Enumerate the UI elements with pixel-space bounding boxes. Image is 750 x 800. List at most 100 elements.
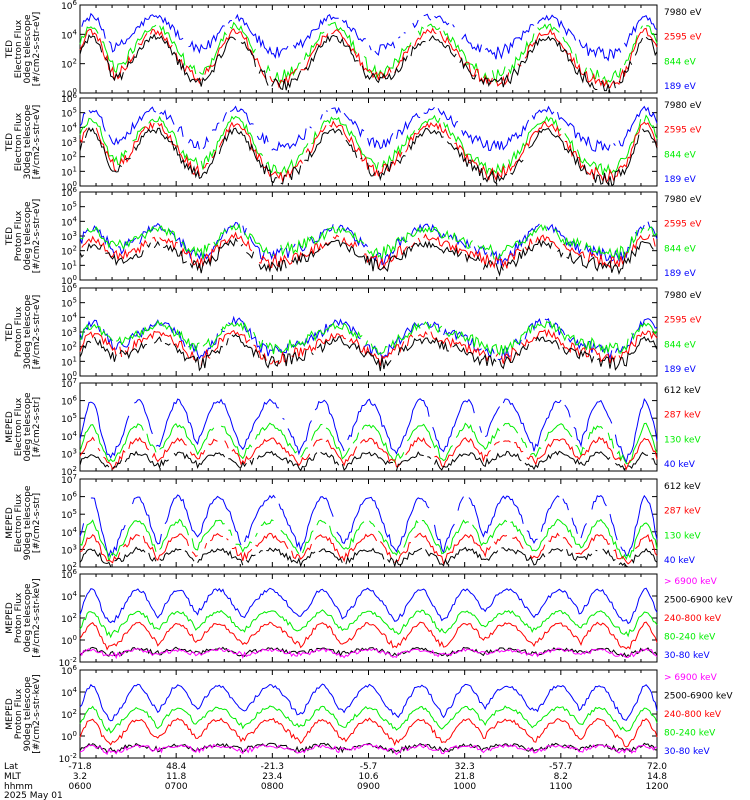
legend-entry: 7980 eV: [664, 8, 702, 18]
y-axis-title: MEPEDProton Flux90deg telescope[#/cm2-s-…: [5, 674, 42, 753]
legend-entry: 2500-6900 keV: [664, 596, 733, 606]
y-tick-label: 105: [61, 508, 77, 521]
series-trace-2595-ev: [79, 120, 658, 184]
y-tick-label: 105: [61, 201, 77, 214]
series-trace-287-kev: [79, 436, 658, 471]
y-tick-label: 102: [61, 465, 77, 478]
y-tick-label: 102: [61, 708, 77, 721]
y-axis-title: TEDElectron Flux30deg telescope[#/cm2-s-…: [5, 104, 42, 179]
series-trace-2500-6900-kev: [79, 646, 658, 658]
legend-entry: 189 eV: [664, 269, 697, 279]
y-axis-title: TEDProton Flux0deg telescope[#/cm2-s-str…: [5, 199, 42, 274]
series-trace-130-kev: [79, 422, 658, 465]
series-trace-240-800-kev: [79, 621, 658, 651]
y-tick-label: 106: [61, 664, 77, 677]
y-tick-label: 102: [61, 612, 77, 625]
y-axis-title: MEPEDProton Flux0deg telescope[#/cm2-s-s…: [5, 578, 42, 657]
y-tick-label: 100: [61, 87, 77, 100]
series-trace-7980-ev: [80, 239, 657, 275]
y-tick-label: 102: [61, 245, 77, 258]
y-axis-title: TEDProton Flux30deg telescope[#/cm2-s-st…: [5, 294, 42, 369]
x-tick-label-hhmm: 1100: [549, 782, 572, 792]
series-trace-30-80-kev: [79, 587, 658, 625]
panel-1: 106 104 102 100 TEDElectron Flux0deg telesco…: [5, 0, 702, 100]
legend-entry: 2595 eV: [664, 220, 702, 230]
legend-entry: 287 keV: [664, 411, 701, 421]
y-tick-label: 106: [61, 0, 77, 12]
y-tick-label: 103: [61, 230, 77, 243]
series-trace--6900-kev: [79, 647, 658, 660]
legend-entry: 612 keV: [664, 482, 701, 492]
legend-entry: 189 eV: [664, 82, 697, 92]
legend-entry: 2595 eV: [664, 316, 702, 326]
series-trace-240-800-kev: [79, 717, 658, 748]
x-row-label: hhmm: [4, 782, 33, 792]
panel-7: 106 104 102 100 10-2 MEPEDProton Flux0deg tel…: [5, 568, 733, 669]
y-tick-label: 103: [61, 326, 77, 339]
x-tick-label-mlt: 11.8: [166, 772, 186, 782]
series-trace-189-ev: [81, 12, 658, 62]
y-tick-label: 10-2: [59, 656, 77, 669]
panel-8: 106 104 102 100 10-2 MEPEDProton Flux90deg te…: [5, 664, 733, 765]
legend-entry: 7980 eV: [664, 195, 702, 205]
y-tick-label: 106: [61, 568, 77, 581]
y-tick-label: 104: [61, 430, 77, 443]
panel-frame: [79, 478, 658, 568]
series-trace-40-kev: [79, 398, 658, 464]
y-tick-label: 104: [61, 311, 77, 324]
y-tick-label: 103: [61, 543, 77, 556]
legend-entry: 2595 eV: [664, 33, 702, 43]
series-trace-40-kev: [79, 494, 658, 558]
x-row-label: Lat: [4, 762, 19, 772]
y-tick-label: 106: [61, 491, 77, 504]
x-tick-label-lat: 72.0: [647, 762, 667, 772]
legend-entry: 80-240 keV: [664, 729, 716, 739]
series-trace-844-ev: [79, 320, 658, 356]
legend-entry: > 6900 keV: [664, 673, 718, 683]
series-trace-2595-ev: [81, 231, 656, 270]
x-tick-label-hhmm: 0900: [357, 782, 380, 792]
series-trace-80-240-kev: [79, 609, 658, 639]
y-tick-label: 100: [61, 730, 77, 743]
series-trace-612-kev: [79, 546, 658, 568]
y-tick-label: 103: [61, 447, 77, 460]
legend-entry: 612 keV: [664, 386, 701, 396]
legend-entry: 130 keV: [664, 531, 701, 541]
series-trace-189-ev: [79, 221, 658, 267]
x-tick-label-mlt: 8.2: [554, 772, 568, 782]
panel-frame: [79, 287, 658, 377]
legend-entry: 2595 eV: [664, 126, 702, 136]
y-tick-label: 105: [61, 107, 77, 120]
legend-entry: 40 keV: [664, 460, 696, 470]
y-tick-label: 106: [61, 282, 77, 295]
series-trace-612-kev: [79, 450, 658, 472]
series-trace-189-ev: [79, 105, 658, 152]
legend-entry: 2500-6900 keV: [664, 692, 733, 702]
series-trace-844-ev: [79, 21, 658, 85]
legend-entry: 189 eV: [664, 365, 697, 375]
y-tick-label: 104: [61, 215, 77, 228]
series-trace-130-kev: [79, 518, 658, 562]
x-tick-label-lat: 48.4: [166, 762, 186, 772]
series-trace-844-ev: [79, 114, 658, 176]
x-tick-label-mlt: 3.2: [73, 772, 87, 782]
legend-entry: 30-80 keV: [664, 747, 710, 757]
y-tick-label: 107: [61, 377, 77, 390]
legend-entry: 844 eV: [664, 57, 697, 67]
y-tick-label: 104: [61, 121, 77, 134]
y-axis-title: MEPEDElectron Flux0deg telescope[#/cm2-s…: [5, 392, 42, 462]
legend-entry: 40 keV: [664, 556, 696, 566]
y-tick-label: 104: [61, 686, 77, 699]
legend-entry: 240-800 keV: [664, 710, 722, 720]
y-tick-label: 101: [61, 259, 77, 272]
y-tick-label: 105: [61, 412, 77, 425]
legend-entry: 844 eV: [664, 150, 697, 160]
x-tick-label-hhmm: 1000: [453, 782, 476, 792]
legend-entry: 7980 eV: [664, 291, 702, 301]
series-trace-844-ev: [79, 223, 658, 261]
y-tick-label: 104: [61, 526, 77, 539]
y-tick-label: 104: [61, 28, 77, 41]
y-tick-label: 101: [61, 165, 77, 178]
